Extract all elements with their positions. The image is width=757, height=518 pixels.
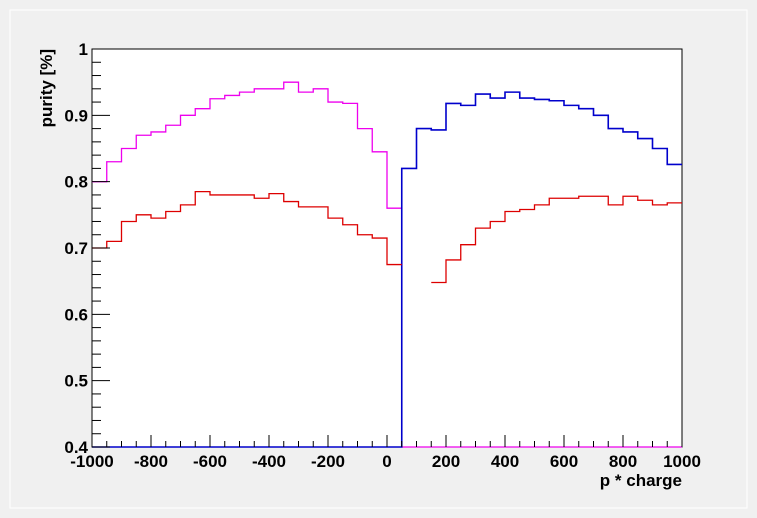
y-tick-label: 0.5 (64, 372, 88, 391)
x-axis-title: p * charge (600, 471, 682, 490)
x-tick-label: 600 (550, 452, 578, 471)
x-tick-label: -1000 (70, 452, 113, 471)
x-tick-label: -400 (252, 452, 286, 471)
x-tick-label: 1000 (663, 452, 701, 471)
y-tick-label: 0.9 (64, 106, 88, 125)
series-line (92, 91, 682, 448)
x-tick-label: 400 (491, 452, 519, 471)
x-tick-label: 0 (382, 452, 391, 471)
x-tick-label: -600 (193, 452, 227, 471)
series-line (92, 190, 682, 284)
y-tick-label: 1 (79, 40, 88, 59)
axis-layer: -1000 -800 -600 -400 -200 0 200 400 600 800 1000 0.… (64, 40, 701, 471)
y-tick-label: 0.8 (64, 173, 88, 192)
x-tick-label: 800 (609, 452, 637, 471)
y-axis-title: purity [%] (37, 49, 56, 127)
x-tick-label: -800 (134, 452, 168, 471)
y-tick-label: 0.4 (64, 438, 88, 457)
x-tick-label: -200 (311, 452, 345, 471)
x-tick-label: 200 (432, 452, 460, 471)
y-tick-label: 0.6 (64, 305, 88, 324)
y-tick-label: 0.7 (64, 239, 88, 258)
